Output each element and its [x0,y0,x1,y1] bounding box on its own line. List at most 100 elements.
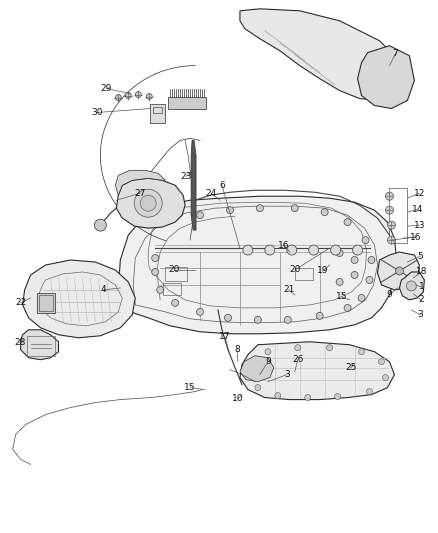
Text: 15: 15 [336,293,347,301]
Text: 12: 12 [413,189,425,198]
Bar [163,283,181,295]
Text: 17: 17 [219,332,231,341]
Circle shape [197,212,204,219]
Circle shape [115,94,121,101]
Text: 25: 25 [345,363,356,372]
Circle shape [254,317,261,324]
Text: 9: 9 [265,357,271,366]
Circle shape [359,349,364,355]
Polygon shape [117,178,185,228]
Bar [27,336,54,356]
Circle shape [353,245,363,255]
Circle shape [152,255,159,262]
Circle shape [226,207,233,214]
Text: 5: 5 [417,252,423,261]
Circle shape [351,256,358,263]
Circle shape [256,205,263,212]
Polygon shape [118,196,396,334]
Text: 29: 29 [101,84,112,93]
Circle shape [351,271,358,278]
Polygon shape [23,260,135,338]
Text: 3: 3 [417,310,423,319]
Circle shape [275,393,281,399]
Text: 26: 26 [292,355,304,364]
Polygon shape [115,171,165,195]
Bar [37,293,54,313]
Bar [165,267,187,281]
Text: 24: 24 [205,189,217,198]
Circle shape [265,349,271,355]
Text: 20: 20 [169,265,180,274]
Circle shape [327,345,332,351]
Circle shape [362,237,369,244]
Circle shape [316,312,323,319]
Polygon shape [378,252,419,290]
Circle shape [225,314,231,321]
Polygon shape [240,356,274,382]
Circle shape [388,236,396,244]
Text: 13: 13 [413,221,425,230]
Circle shape [406,281,417,291]
Circle shape [140,195,156,211]
Circle shape [336,278,343,286]
Circle shape [255,385,261,391]
Text: 16: 16 [278,240,290,249]
Polygon shape [357,46,414,109]
Circle shape [388,221,396,229]
Text: 4: 4 [101,286,106,294]
Circle shape [309,245,319,255]
Circle shape [146,94,152,100]
Circle shape [243,245,253,255]
Circle shape [291,205,298,212]
Text: 2: 2 [419,295,424,304]
Polygon shape [240,342,395,400]
Text: 18: 18 [416,268,427,277]
Text: 15: 15 [184,383,196,392]
Text: 21: 21 [283,286,294,294]
Text: 6: 6 [219,181,225,190]
Circle shape [265,245,275,255]
Text: 19: 19 [317,266,328,276]
Circle shape [305,394,311,401]
Text: 20: 20 [289,265,300,274]
Text: 3: 3 [284,370,290,379]
Polygon shape [191,140,196,230]
Text: 8: 8 [234,345,240,354]
Circle shape [335,393,341,400]
Polygon shape [240,9,404,101]
Circle shape [366,277,373,284]
Circle shape [336,249,343,256]
Circle shape [331,245,341,255]
Circle shape [367,389,372,394]
Text: 10: 10 [232,394,244,403]
Circle shape [358,294,365,301]
Circle shape [378,359,385,365]
Circle shape [284,317,291,324]
Circle shape [197,309,204,316]
Circle shape [368,256,375,263]
Bar [295,268,313,280]
Circle shape [344,219,351,225]
Text: 1: 1 [418,282,424,292]
Circle shape [125,93,131,99]
Circle shape [295,345,301,351]
Circle shape [152,269,159,276]
Circle shape [157,286,164,293]
Circle shape [134,189,162,217]
Text: 30: 30 [92,108,103,117]
Text: 14: 14 [412,205,423,214]
Text: 23: 23 [180,172,192,181]
Circle shape [385,192,393,200]
Circle shape [396,267,403,275]
Polygon shape [21,330,59,360]
Circle shape [135,92,141,98]
Bar [168,96,206,109]
Circle shape [382,375,389,381]
Text: 16: 16 [410,232,421,241]
Circle shape [287,245,297,255]
Circle shape [321,209,328,216]
Text: 7: 7 [392,49,398,58]
Text: 27: 27 [134,189,146,198]
Circle shape [172,300,179,306]
Bar [153,107,162,114]
